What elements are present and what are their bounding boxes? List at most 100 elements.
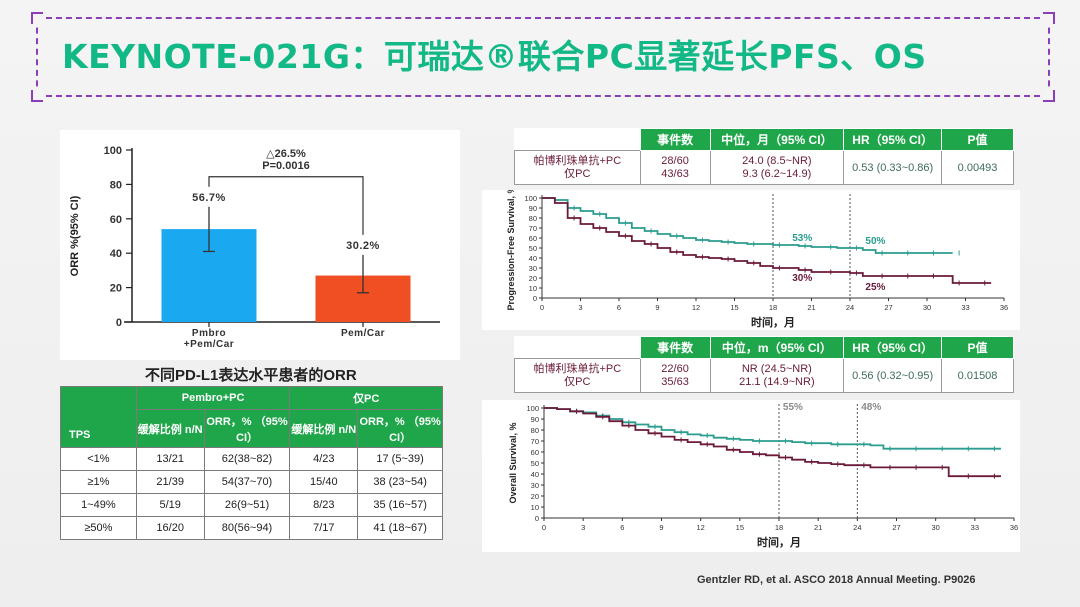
y-tick-label: 60 [531,448,539,457]
tps-orr-table: TPS Pembro+PC 仅PC 缓解比例 n/N ORR，% （95% CI… [60,386,443,540]
p-value-label: P=0.0016 [262,160,309,172]
events-cell: 28/60 43/63 [639,150,711,185]
survival-rate-label: 55% [783,402,803,413]
x-category-label: Pmbro [192,328,226,339]
x-tick-label: 27 [892,523,900,532]
survival-curve [542,197,953,254]
y-tick-label: 60 [110,214,122,226]
x-category-label: +Pem/Car [184,339,234,350]
frame-corner [1043,90,1055,102]
y-tick-label: 0 [533,294,537,303]
arm-labels: 帕博利珠单抗+PC 仅PC [514,358,641,393]
subheader: 缓解比例 n/N [135,409,205,448]
table-cell: 7/17 [289,516,359,540]
x-category-label: Pem/Car [341,328,385,339]
group-header-pembro: Pembro+PC [135,386,291,410]
x-tick-label: 36 [1010,523,1018,532]
pfs-summary-table: 事件数 中位，月（95% CI） HR（95% CI） P值 帕博利珠单抗+PC… [514,128,1014,185]
y-tick-label: 10 [531,503,539,512]
x-tick-label: 15 [730,303,738,312]
bar-value-label: 30.2% [346,240,380,252]
y-tick-label: 70 [531,437,539,446]
y-tick-label: 20 [529,274,537,283]
x-tick-label: 18 [769,303,777,312]
events-arm1: 22/60 [661,362,689,375]
median-cell: 24.0 (8.5~NR) 9.3 (6.2~14.9) [709,150,845,185]
frame-corner [31,12,43,24]
y-tick-label: 40 [531,470,539,479]
table-cell: 21/39 [135,470,205,494]
y-tick-label: 100 [104,145,122,157]
slide-title: KEYNOTE-021G：可瑞达®联合PC显著延长PFS、OS [62,37,927,76]
events-cell: 22/60 35/63 [639,358,711,393]
y-axis-label: Overall Survival, % [508,422,518,503]
y-tick-label: 20 [110,283,122,295]
os-summary-table: 事件数 中位，m（95% CI） HR（95% CI） P值 帕博利珠单抗+PC… [514,336,1014,393]
median-arm1: NR (24.5~NR) [741,362,812,375]
table-row: ≥50% 16/20 80(56~94) 7/17 41 (18~67) [60,516,443,540]
median-header: 中位，月（95% CI） [709,128,845,151]
x-tick-label: 27 [884,303,892,312]
subheader: ORR，% （95% CI） [357,409,443,448]
x-tick-label: 24 [853,523,861,532]
x-tick-label: 6 [620,523,624,532]
median-arm1: 24.0 (8.5~NR) [742,154,812,167]
events-arm2: 35/63 [661,375,689,388]
y-tick-label: 80 [531,426,539,435]
survival-rate-label: 53% [792,233,812,244]
x-tick-label: 3 [578,303,582,312]
survival-rate-label: 50% [865,236,885,247]
table-cell: 13/21 [135,447,205,471]
y-tick-label: 80 [110,179,122,191]
table-cell: 4/23 [289,447,359,471]
tps-subheader-row: 缓解比例 n/N ORR，% （95% CI） 缓解比例 n/N ORR，% （… [61,409,443,448]
table-cell: 5/19 [135,493,205,517]
survival-rate-label: 48% [861,402,881,413]
y-tick-label: 30 [529,264,537,273]
table-cell: 41 (18~67) [357,516,443,540]
x-tick-label: 30 [931,523,939,532]
difference-label: △26.5% [266,148,306,160]
bar-value-label: 56.7% [192,192,226,204]
y-tick-label: 90 [529,204,537,213]
y-tick-label: 80 [529,214,537,223]
x-tick-label: 0 [540,303,544,312]
y-tick-label: 40 [529,254,537,263]
events-arm1: 28/60 [661,154,689,167]
frame-corner [31,90,43,102]
survival-curve [542,197,992,284]
x-tick-label: 18 [775,523,783,532]
p-value-header: P值 [941,128,1014,151]
tps-level-cell: ≥50% [60,516,137,540]
survival-rate-label: 67% [861,400,881,402]
median-arm2: 21.1 (14.9~NR) [739,375,815,388]
y-tick-label: 30 [531,481,539,490]
table-cell: 38 (23~54) [357,470,443,494]
y-tick-label: 100 [524,194,537,203]
y-tick-label: 60 [529,234,537,243]
title-frame [31,12,1055,102]
table-row: ≥1% 21/39 54(37~70) 15/40 38 (23~54) [60,470,443,494]
table-cell: 35 (16~57) [357,493,443,517]
x-tick-label: 15 [736,523,744,532]
x-tick-label: 9 [655,303,659,312]
p-value-header: P值 [941,336,1014,359]
hr-cell: 0.53 (0.33~0.86) [843,150,943,185]
y-axis-label: Progression-Free Survival, % [506,190,516,311]
tps-level-cell: 1~49% [60,493,137,517]
y-tick-label: 0 [535,514,539,523]
frame-corner [1043,12,1055,24]
y-tick-label: 90 [531,415,539,424]
survival-curve [544,407,1001,450]
x-tick-label: 3 [581,523,585,532]
y-tick-label: 10 [529,284,537,293]
subheader: ORR，% （95% CI） [203,409,291,448]
table-cell: 8/23 [289,493,359,517]
p-value-cell: 0.00493 [941,150,1014,185]
x-tick-label: 0 [542,523,546,532]
x-tick-label: 30 [923,303,931,312]
y-tick-label: 0 [116,317,122,329]
arm-labels: 帕博利珠单抗+PC 仅PC [514,150,641,185]
